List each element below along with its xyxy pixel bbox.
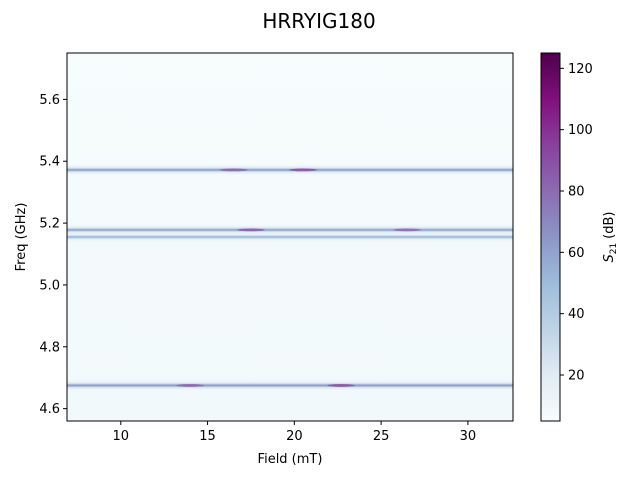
y-tick-label: 5.4: [39, 155, 60, 170]
resonance-hot-spot: [176, 384, 205, 387]
resonance-hot-spot: [219, 168, 248, 172]
x-axis-label: Field (mT): [258, 452, 323, 467]
colorbar-tick-label: 120: [568, 62, 593, 77]
resonance-hot-spot: [393, 228, 422, 232]
resonance-hot-spot: [327, 384, 356, 387]
x-tick-label: 10: [113, 429, 130, 444]
y-axis-label: Freq (GHz): [14, 203, 29, 272]
colorbar-label-sub: 21: [609, 243, 619, 254]
plot-area: [66, 52, 514, 422]
colorbar-tick-label: 60: [568, 246, 585, 261]
y-axis-ticks: 4.6 4.8 5.0 5.2 5.4 5.6: [39, 93, 67, 417]
colorbar-label: S21 (dB): [602, 211, 619, 262]
y-tick-label: 5.0: [39, 278, 60, 293]
x-tick-label: 15: [199, 429, 216, 444]
colorbar-tick-label: 20: [568, 369, 585, 384]
plot-frame: [66, 52, 514, 422]
colorbar-ticks: 20 40 60 80 100 120: [560, 62, 593, 384]
x-tick-label: 25: [373, 429, 390, 444]
y-tick-label: 4.6: [39, 402, 60, 417]
x-tick-label: 20: [286, 429, 303, 444]
colorbar-frame: [540, 52, 561, 422]
resonance-hot-spot: [236, 228, 265, 232]
y-tick-label: 4.8: [39, 340, 60, 355]
colorbar-tick-label: 100: [568, 123, 593, 138]
colorbar-tick-label: 80: [568, 185, 585, 200]
colorbar: 20 40 60 80 100 120 S21 (dB): [540, 52, 619, 422]
y-tick-label: 5.2: [39, 217, 60, 232]
colorbar-tick-label: 40: [568, 307, 585, 322]
colorbar-label-main: S: [602, 254, 617, 262]
x-axis-ticks: 10 15 20 25 30: [113, 421, 477, 444]
chart-title: HRRYIG180: [262, 9, 375, 33]
x-tick-label: 30: [460, 429, 477, 444]
resonance-bands: [67, 163, 513, 392]
y-tick-label: 5.6: [39, 93, 60, 108]
resonance-hot-spot: [289, 168, 318, 172]
colorbar-label-unit: (dB): [602, 211, 617, 238]
colorbar-gradient: [541, 53, 560, 421]
